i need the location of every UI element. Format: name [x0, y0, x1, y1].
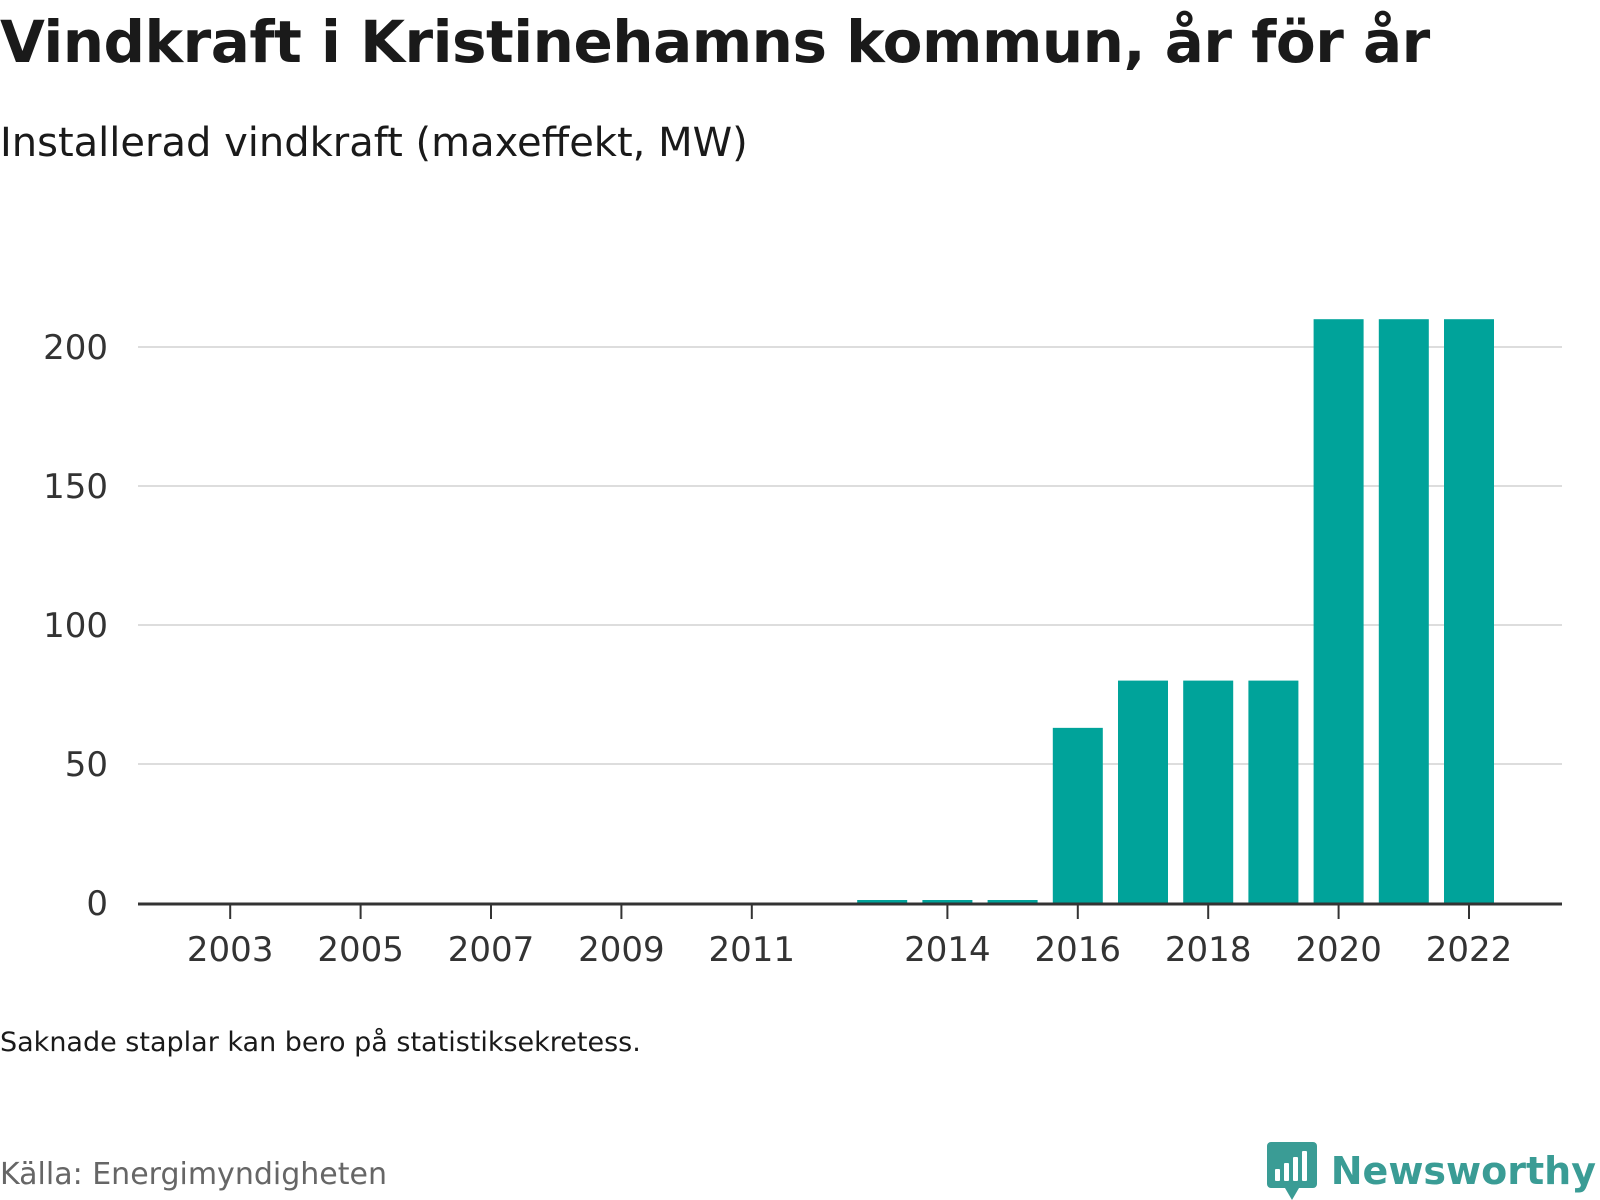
x-tick-label: 2022: [1426, 930, 1513, 970]
bar-2022: [1444, 319, 1494, 903]
chart-note: Saknade staplar kan bero på statistiksek…: [0, 1027, 641, 1058]
axes: 2003 2005 2007 2009 2011 2014 2016 2018 2020 2022: [138, 902, 1562, 970]
y-tick-label: 200: [43, 328, 108, 368]
bar-2013: [857, 900, 908, 903]
y-tick-label: 50: [65, 745, 108, 785]
bars: [857, 319, 1494, 903]
bar-2016: [1052, 727, 1103, 903]
brand-name: Newsworthy: [1330, 1149, 1596, 1193]
x-tick-label: 2014: [904, 930, 991, 970]
y-tick-label: 150: [43, 467, 108, 507]
chart-title: Vindkraft i Kristinehamns kommun, år för…: [0, 8, 1430, 76]
y-tick-label: 100: [43, 606, 108, 646]
bar-2021: [1378, 319, 1429, 903]
bar-2015: [987, 900, 1038, 903]
grid-lines: 0 50 100 150 200: [43, 328, 1562, 924]
bar-2014: [922, 900, 973, 903]
chart-subtitle: Installerad vindkraft (maxeffekt, MW): [0, 120, 748, 166]
x-tick-label: 2018: [1165, 930, 1252, 970]
bar-2020: [1313, 319, 1364, 903]
x-tick-label: 2011: [709, 930, 796, 970]
x-tick-label: 2009: [578, 930, 665, 970]
bar-2019: [1248, 680, 1299, 903]
x-tick-label: 2020: [1295, 930, 1382, 970]
bar-chart: 0 50 100 150 200 2003 2005 2007 2009 2011 2014 201…: [43, 319, 1562, 970]
bar-2017: [1118, 680, 1168, 903]
x-tick-label: 2016: [1035, 930, 1122, 970]
bar-2018: [1183, 680, 1234, 903]
x-tick-label: 2005: [317, 930, 404, 970]
source-text: Källa: Energimyndigheten: [0, 1157, 387, 1192]
x-tick-label: 2003: [187, 930, 274, 970]
newsworthy-logo-icon: [1266, 1142, 1317, 1200]
brand-logo: Newsworthy: [1266, 1142, 1596, 1200]
x-tick-label: 2007: [448, 930, 535, 970]
y-tick-label: 0: [86, 884, 108, 924]
